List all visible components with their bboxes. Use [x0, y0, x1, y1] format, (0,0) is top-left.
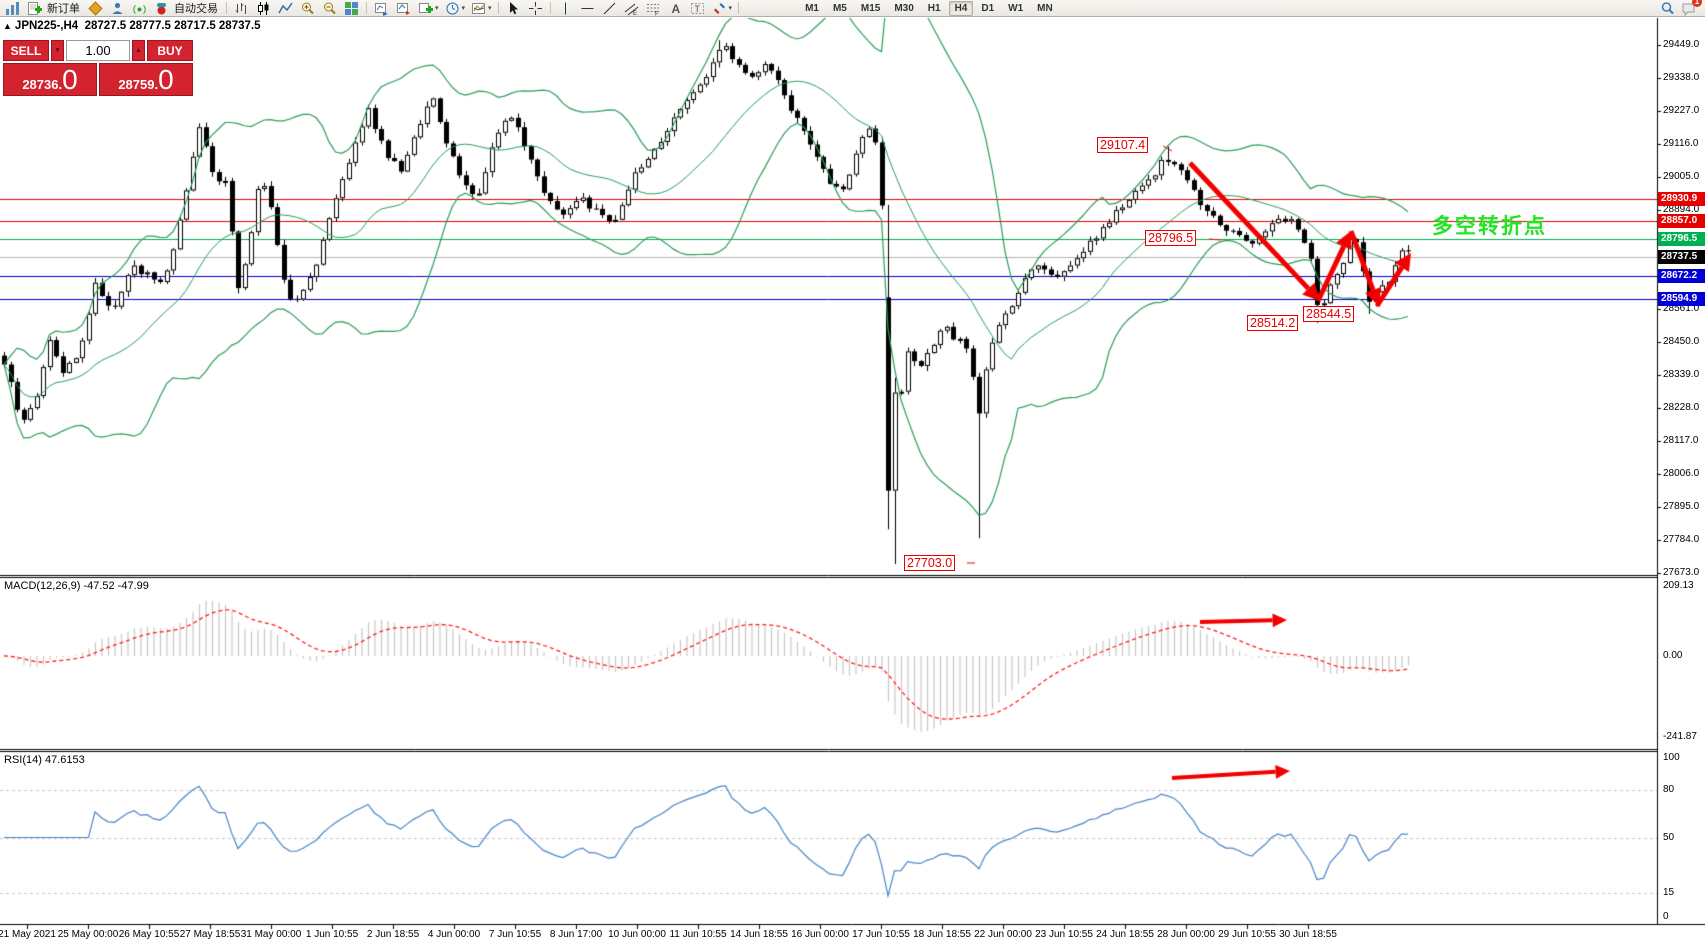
new-chart-icon[interactable] — [415, 1, 436, 16]
one-click-trade-panel: SELL ▼ ▲ BUY 28736.0 28759.0 — [3, 40, 193, 96]
timeframe-h4[interactable]: H4 — [948, 0, 974, 16]
gold-icon[interactable] — [85, 0, 106, 16]
channel-icon[interactable]: E — [621, 1, 642, 16]
toolbar-right-group: 1 — [1657, 0, 1703, 16]
volume-decrease-button[interactable]: ▼ — [51, 40, 64, 61]
svg-text:T: T — [694, 4, 700, 14]
toolbar-separator — [497, 2, 499, 14]
volume-input[interactable] — [66, 40, 130, 61]
zoom-out-icon[interactable] — [319, 1, 340, 16]
chart-icon[interactable] — [2, 1, 23, 16]
new-order-icon[interactable] — [24, 1, 45, 16]
toolbar-separator — [549, 2, 551, 14]
template-icon[interactable] — [468, 1, 489, 16]
tile-windows-icon[interactable] — [341, 1, 362, 16]
vertical-line-icon[interactable] — [555, 1, 576, 16]
bar-chart-icon[interactable] — [231, 1, 252, 16]
toolbar-separator — [226, 2, 227, 14]
timeframe-m5[interactable]: M5 — [832, 2, 847, 14]
timeframe-group: M1 M5 M15 M30 H1 H4 D1 W1 MN — [799, 0, 1059, 16]
svg-text:E: E — [633, 11, 637, 16]
chevron-down-icon[interactable]: ▾ — [488, 5, 492, 12]
sell-price-pip: 0 — [62, 64, 78, 95]
period-icon[interactable] — [442, 1, 463, 16]
signal-icon[interactable] — [129, 1, 150, 16]
fibonacci-icon[interactable]: F — [643, 1, 664, 16]
new-order-label[interactable]: 新订单 — [47, 3, 80, 15]
candlestick-chart-icon[interactable] — [253, 1, 274, 16]
buy-price-pip: 0 — [158, 64, 174, 95]
sell-price-main: 28736. — [22, 77, 63, 92]
volume-increase-button[interactable]: ▲ — [132, 40, 145, 61]
notification-badge: 1 — [1692, 0, 1702, 7]
timeframe-m15[interactable]: M15 — [860, 2, 881, 14]
crosshair-icon[interactable] — [525, 1, 546, 16]
timeframe-d1[interactable]: D1 — [981, 2, 995, 14]
toolbar: 新订单 自动交易 ▾ ▾ ▾ E F A T ▾ — [0, 0, 1705, 17]
profile-next-icon[interactable] — [393, 1, 414, 16]
chevron-down-icon[interactable]: ▾ — [435, 5, 439, 12]
timeframe-mn[interactable]: MN — [1037, 2, 1053, 14]
trendline-icon[interactable] — [599, 1, 620, 16]
notification-icon[interactable]: 1 — [1678, 0, 1702, 16]
search-icon[interactable] — [1657, 1, 1678, 16]
cursor-icon[interactable] — [503, 1, 524, 16]
sell-button[interactable]: SELL — [3, 40, 49, 61]
community-icon[interactable] — [107, 1, 128, 16]
toolbar-separator — [366, 2, 367, 14]
toolbar-separator — [738, 2, 740, 14]
text-icon[interactable]: A — [665, 1, 686, 16]
arrow-tools-icon[interactable] — [709, 1, 730, 16]
line-chart-icon[interactable] — [275, 1, 296, 16]
timeframe-m30[interactable]: M30 — [894, 2, 914, 14]
buy-button[interactable]: BUY — [147, 40, 193, 61]
buy-price-main: 28759. — [118, 77, 159, 92]
svg-text:A: A — [671, 2, 680, 16]
timeframe-m1[interactable]: M1 — [805, 2, 819, 14]
timeframe-w1[interactable]: W1 — [1008, 2, 1024, 14]
sell-price-display[interactable]: 28736. 0 — [3, 63, 97, 96]
horizontal-line-icon[interactable] — [577, 1, 598, 16]
zoom-in-icon[interactable] — [297, 1, 318, 16]
buy-price-display[interactable]: 28759. 0 — [99, 63, 193, 96]
auto-trading-label[interactable]: 自动交易 — [174, 3, 218, 15]
profile-prev-icon[interactable] — [371, 1, 392, 16]
auto-trading-icon[interactable] — [151, 1, 172, 16]
text-label-icon[interactable]: T — [687, 1, 708, 16]
svg-text:F: F — [655, 11, 659, 16]
chevron-down-icon[interactable]: ▾ — [728, 5, 733, 12]
chevron-down-icon[interactable]: ▾ — [461, 5, 466, 12]
timeframe-h1[interactable]: H1 — [927, 2, 941, 14]
